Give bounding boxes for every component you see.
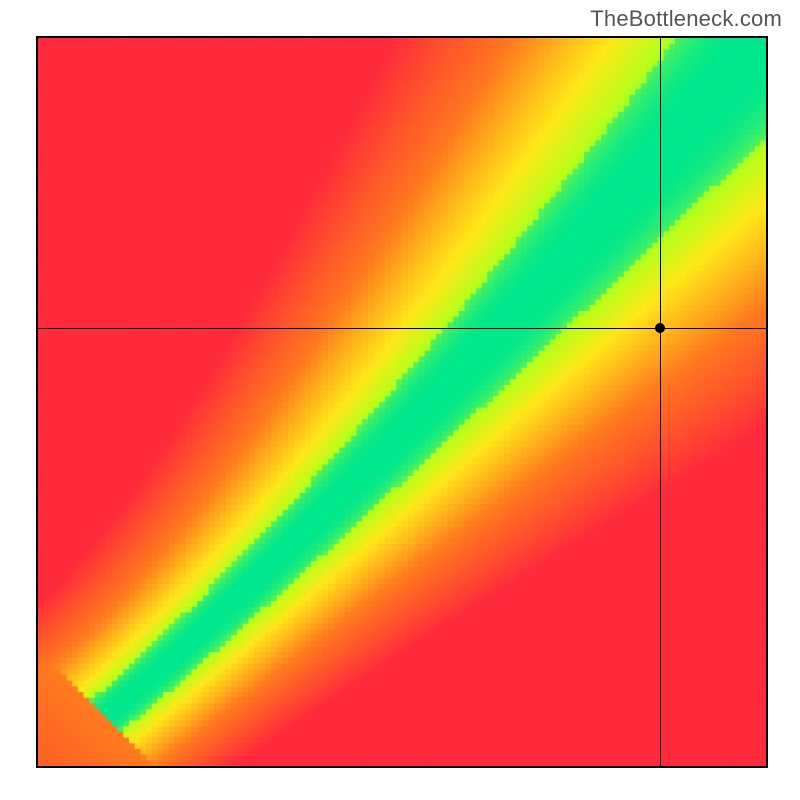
crosshair-vertical [660, 38, 661, 766]
heatmap-plot [36, 36, 768, 768]
crosshair-marker [655, 323, 665, 333]
watermark-text: TheBottleneck.com [590, 6, 782, 32]
chart-container: TheBottleneck.com [0, 0, 800, 800]
heatmap-canvas [38, 38, 766, 766]
